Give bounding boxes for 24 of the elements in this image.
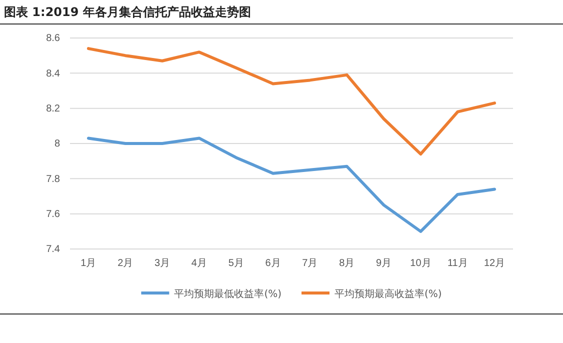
- x-tick-label: 11月: [447, 258, 468, 270]
- x-tick-label: 9月: [376, 258, 392, 270]
- x-tick-label: 1月: [80, 258, 96, 270]
- y-tick-label: 8.4: [46, 68, 60, 80]
- chart-title: 图表 1:2019 年各月集合信托产品收益走势图: [4, 5, 251, 19]
- x-tick-label: 6月: [265, 258, 281, 270]
- y-tick-label: 8: [54, 138, 60, 150]
- y-tick-label: 7.4: [46, 244, 60, 256]
- x-tick-label: 4月: [191, 258, 207, 270]
- line-series: [86, 136, 496, 233]
- x-tick-label: 5月: [228, 258, 244, 270]
- x-tick-label: 8月: [339, 258, 355, 270]
- x-tick-label: 7月: [302, 258, 318, 270]
- x-tick-label: 3月: [154, 258, 170, 270]
- legend-label: 平均预期最低收益率(%): [174, 288, 282, 300]
- x-tick-label: 2月: [118, 258, 134, 270]
- y-tick-label: 8.2: [46, 104, 60, 115]
- line-series: [86, 47, 496, 156]
- x-tick-label: 12月: [484, 258, 506, 270]
- y-tick-label: 7.6: [46, 209, 60, 220]
- y-tick-label: 7.8: [46, 174, 60, 185]
- x-tick-label: 10月: [410, 258, 432, 270]
- legend-label: 平均预期最高收益率(%): [334, 288, 442, 300]
- y-tick-label: 8.6: [46, 33, 60, 44]
